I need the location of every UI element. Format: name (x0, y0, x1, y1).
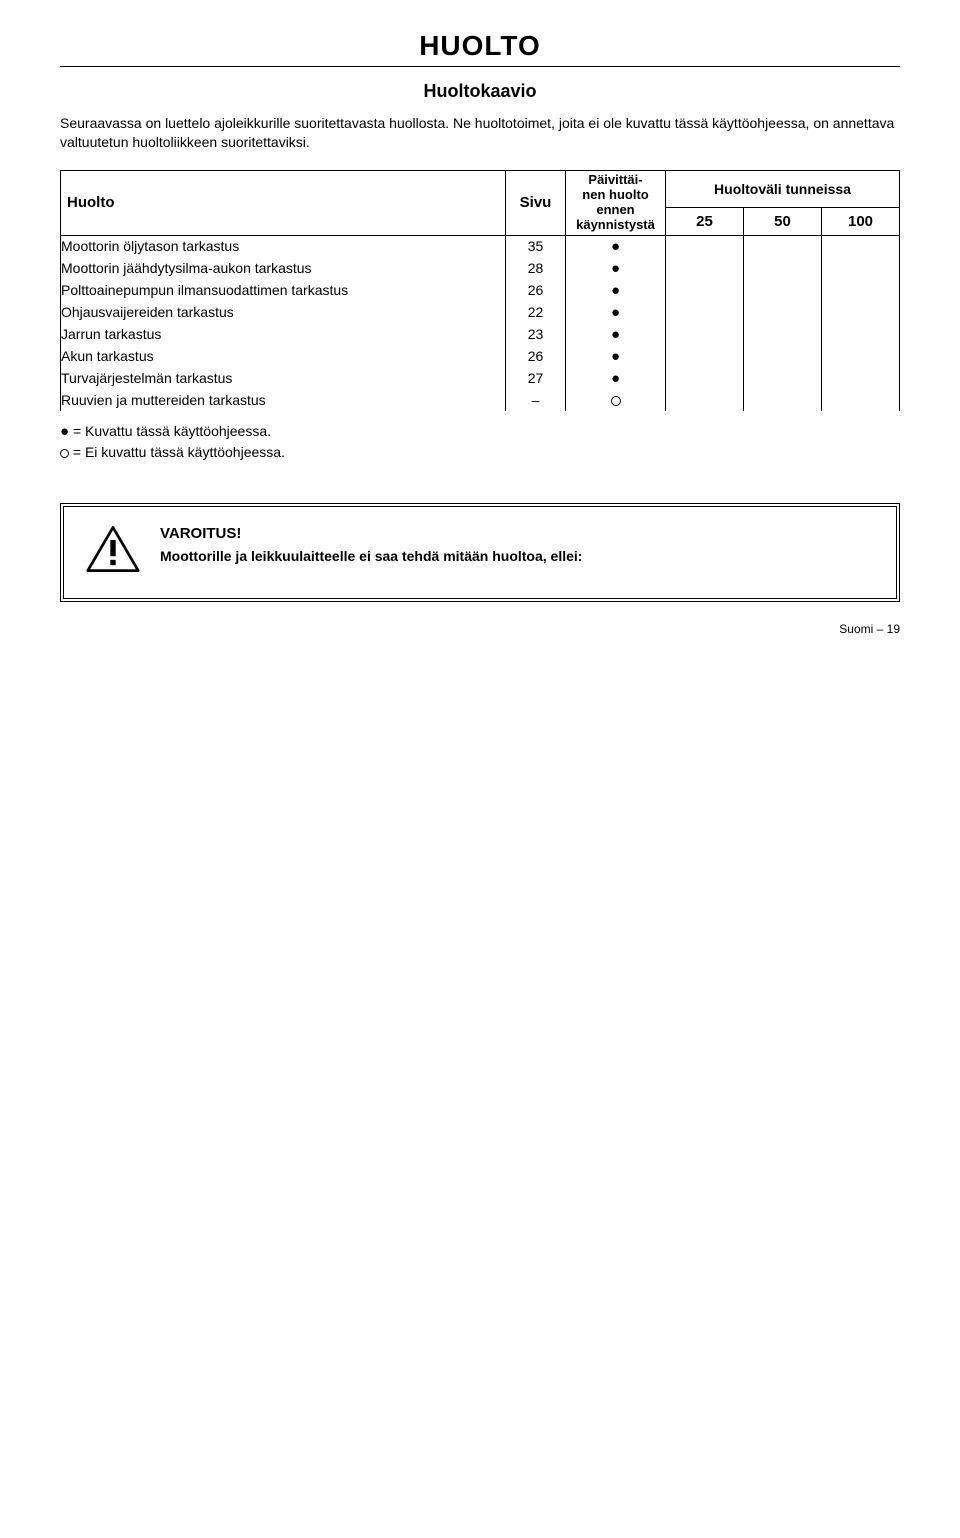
maintenance-table: Huolto Sivu Päivittäi-nen huoltoennenkäy… (60, 170, 900, 411)
table-row: Turvajärjestelmän tarkastus27● (61, 367, 900, 389)
col-header-interval: Huoltoväli tunneissa (666, 170, 900, 208)
table-row: Ruuvien ja muttereiden tarkastus– (61, 389, 900, 411)
legend-filled-icon: ● (60, 423, 69, 440)
table-row: Akun tarkastus26● (61, 345, 900, 367)
col-header-50: 50 (744, 208, 822, 235)
col-header-daily: Päivittäi-nen huoltoennenkäynnistystä (566, 170, 666, 235)
table-row: Polttoainepumpun ilmansuodattimen tarkas… (61, 279, 900, 301)
page-number: Suomi – 19 (60, 622, 900, 636)
table-row: Moottorin öljytason tarkastus35● (61, 235, 900, 257)
col-header-25: 25 (666, 208, 744, 235)
table-row: Jarrun tarkastus23● (61, 323, 900, 345)
warning-title: VAROITUS! (160, 525, 874, 542)
subtitle: Huoltokaavio (60, 81, 900, 102)
page-title: HUOLTO (60, 30, 900, 67)
warning-text: Moottorille ja leikkuulaitteelle ei saa … (160, 548, 874, 564)
legend: ● = Kuvattu tässä käyttöohjeessa. = Ei k… (60, 421, 900, 463)
col-header-huolto: Huolto (61, 170, 506, 235)
table-row: Ohjausvaijereiden tarkastus22● (61, 301, 900, 323)
warning-box: VAROITUS! Moottorille ja leikkuulaitteel… (60, 503, 900, 602)
col-header-100: 100 (822, 208, 900, 235)
table-row: Moottorin jäähdytysilma-aukon tarkastus2… (61, 257, 900, 279)
intro-text: Seuraavassa on luettelo ajoleikkurille s… (60, 114, 900, 152)
col-header-sivu: Sivu (506, 170, 566, 235)
warning-icon (86, 525, 140, 578)
legend-open-text: = Ei kuvattu tässä käyttöohjeessa. (73, 444, 285, 460)
legend-open-icon (60, 449, 69, 458)
legend-filled-text: = Kuvattu tässä käyttöohjeessa. (73, 423, 271, 439)
